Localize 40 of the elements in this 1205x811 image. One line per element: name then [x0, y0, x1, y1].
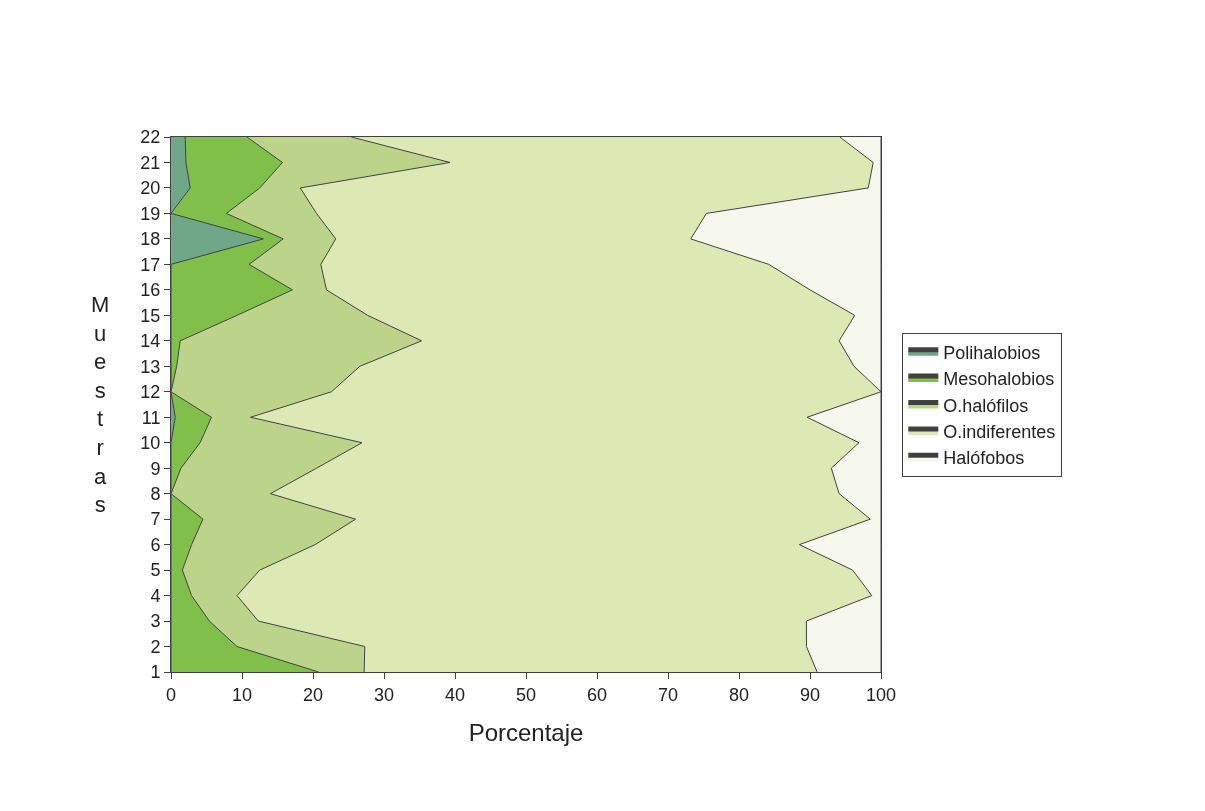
x-tick-label: 90 [799, 684, 821, 705]
y-tick-label: 11 [141, 407, 161, 428]
y-tick-label: 1 [150, 662, 161, 683]
y-tick-label: 21 [140, 152, 161, 173]
y-tick-label: 12 [140, 382, 161, 403]
y-tick-label: 14 [140, 331, 161, 352]
x-tick-label: 50 [515, 684, 537, 705]
y-tick-label: 5 [150, 560, 161, 581]
x-tick-label: 70 [657, 684, 679, 705]
y-tick-label: 13 [140, 356, 161, 377]
legend-label: Polihalobios [943, 342, 1041, 363]
y-tick-label: 22 [140, 127, 161, 148]
y-tick-label: 9 [150, 458, 161, 479]
x-tick-label: 100 [865, 684, 897, 705]
legend-label: O.indiferentes [943, 421, 1056, 442]
y-tick-label: 4 [150, 585, 161, 606]
y-tick-label: 10 [140, 433, 161, 454]
x-axis-title: Porcentaje [468, 718, 584, 746]
y-tick-label: 2 [150, 636, 161, 657]
y-tick-label: 18 [140, 229, 161, 250]
y-tick-label: 7 [150, 509, 161, 530]
legend-label: Mesohalobios [943, 369, 1055, 390]
x-tick-label: 0 [165, 684, 177, 705]
y-tick-label: 17 [140, 254, 161, 275]
legend-label: Halófobos [943, 448, 1025, 469]
y-tick-label: 6 [150, 534, 161, 555]
y-tick-label: 3 [150, 611, 161, 632]
y-tick-label: 8 [150, 483, 161, 504]
y-tick-label: 15 [140, 305, 161, 326]
x-tick-label: 10 [231, 684, 253, 705]
x-tick-label: 60 [586, 684, 608, 705]
y-tick-label: 16 [140, 280, 161, 301]
y-tick-label: 19 [140, 203, 161, 224]
y-axis-title: Muestras [91, 292, 110, 518]
x-tick-label: 80 [728, 684, 750, 705]
x-tick-label: 40 [444, 684, 466, 705]
y-tick-label: 20 [140, 178, 161, 199]
legend-label: O.halófilos [943, 395, 1029, 416]
x-tick-label: 30 [373, 684, 395, 705]
x-tick-label: 20 [302, 684, 324, 705]
